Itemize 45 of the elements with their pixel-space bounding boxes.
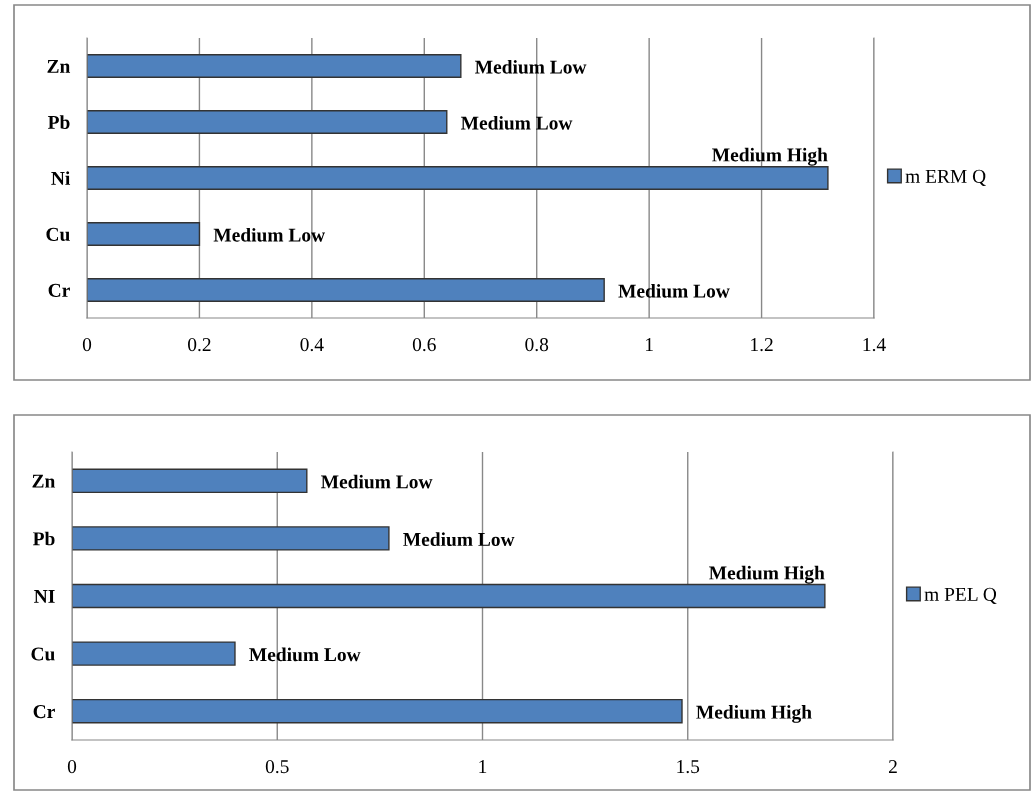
data-label: Medium Low xyxy=(618,283,730,298)
y-tick-label: Zn xyxy=(47,60,71,73)
bar xyxy=(87,54,462,78)
bar xyxy=(87,110,448,134)
x-tick-label: 2 xyxy=(888,760,897,773)
data-label: Medium High xyxy=(712,147,828,166)
x-tick-label: 1 xyxy=(645,338,653,351)
data-label: Medium Low xyxy=(403,532,515,547)
bar xyxy=(72,468,308,494)
data-label: Medium Low xyxy=(249,647,361,662)
x-tick-label: 1.5 xyxy=(677,760,700,774)
bar xyxy=(72,641,236,666)
y-tick-label: Zn xyxy=(32,474,56,488)
x-tick-label: 0.5 xyxy=(265,760,289,774)
x-tick-label: 1.4 xyxy=(863,338,886,352)
x-tick-label: 0 xyxy=(67,760,77,774)
x-tick-label: 0.8 xyxy=(525,338,549,352)
y-tick-label: Cu xyxy=(31,647,55,661)
bar xyxy=(87,222,201,246)
data-label: Medium High xyxy=(696,705,812,723)
data-label: Medium Low xyxy=(321,474,433,489)
legend-label: m ERM Q xyxy=(905,169,986,186)
bar xyxy=(87,166,829,190)
y-tick-label: Pb xyxy=(47,115,70,129)
data-label: Medium High xyxy=(709,565,825,584)
x-tick-label: 1 xyxy=(479,760,487,773)
x-tick-label: 0.4 xyxy=(300,338,324,352)
y-tick-label: Cr xyxy=(33,705,55,719)
data-label: Medium Low xyxy=(213,227,326,242)
x-tick-label: 1.2 xyxy=(751,338,773,352)
x-tick-label: 0.2 xyxy=(188,338,211,352)
bar xyxy=(72,526,390,551)
y-tick-label: Pb xyxy=(32,531,55,546)
y-tick-label: NI xyxy=(34,590,55,603)
bar xyxy=(72,698,683,724)
y-tick-label: Cr xyxy=(48,283,70,297)
x-tick-label: 0 xyxy=(82,338,92,352)
y-tick-label: Ni xyxy=(51,171,71,185)
bar xyxy=(72,583,826,609)
data-label: Medium Low xyxy=(460,115,573,130)
y-tick-label: Cu xyxy=(46,227,70,241)
legend-label: m PEL Q xyxy=(924,587,997,604)
bar xyxy=(87,278,605,302)
data-label: Medium Low xyxy=(475,59,587,74)
x-tick-label: 0.6 xyxy=(412,338,436,352)
